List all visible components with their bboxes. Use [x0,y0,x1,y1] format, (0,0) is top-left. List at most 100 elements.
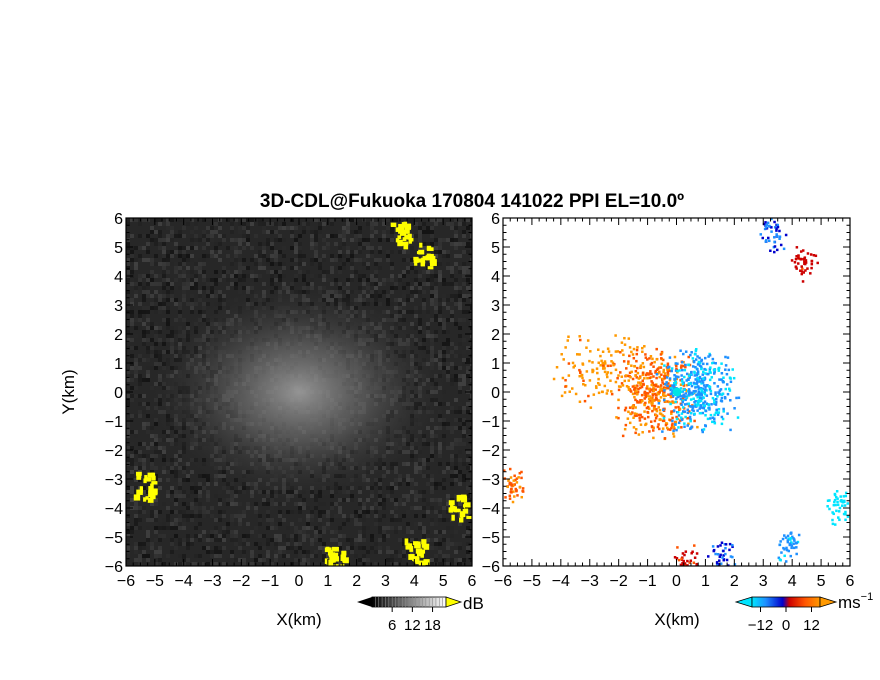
noise-cell [154,530,158,534]
velocity-cell [649,376,653,379]
noise-cell [158,546,162,550]
noise-cell [446,254,450,258]
noise-cell [434,530,438,534]
noise-cell [450,274,454,278]
noise-cell [318,222,322,226]
noise-cell [390,498,394,502]
noise-cell [190,254,194,258]
noise-cell [438,314,442,318]
noise-cell [234,490,238,494]
noise-cell [434,490,438,494]
noise-cell [310,274,314,278]
noise-cell [386,562,390,566]
noise-cell [410,538,414,542]
noise-cell [126,522,130,526]
noise-cell [230,262,234,266]
noise-cell [126,534,130,538]
noise-cell [126,398,130,402]
noise-cell [410,290,414,294]
noise-cell [294,278,298,282]
noise-cell [194,498,198,502]
velocity-cell [644,373,648,377]
noise-cell [154,334,158,338]
noise-cell [370,490,374,494]
noise-cell [366,550,370,554]
velocity-cell [714,393,717,396]
noise-cell [126,326,130,330]
noise-cell [134,258,138,262]
noise-cell [274,254,278,258]
noise-cell [150,426,154,430]
strong-echo-cell [415,548,423,554]
noise-cell [402,546,406,550]
velocity-cell [665,376,669,379]
noise-cell [350,278,354,282]
noise-cell [294,258,298,262]
velocity-cell [698,395,701,398]
noise-cell [206,294,210,298]
noise-cell [278,250,282,254]
noise-cell [258,266,262,270]
noise-cell [154,218,158,222]
strong-echo-cell [398,223,405,230]
noise-cell [390,262,394,266]
noise-cell [202,486,206,490]
noise-cell [254,558,258,562]
noise-cell [170,250,174,254]
noise-cell [390,486,394,490]
noise-cell [422,514,426,518]
noise-cell [382,498,386,502]
noise-cell [470,338,472,342]
noise-cell [442,250,446,254]
noise-cell [442,278,446,282]
noise-cell [466,462,470,466]
velocity-cell [688,404,692,408]
velocity-cell [658,375,661,379]
velocity-cell [646,376,649,380]
noise-cell [458,366,462,370]
velocity-cell [657,406,660,409]
noise-cell [226,286,230,290]
noise-cell [134,366,138,370]
noise-cell [198,534,202,538]
noise-cell [386,494,390,498]
x-tick-label: 3 [381,573,390,590]
velocity-cell [674,362,678,365]
noise-cell [186,494,190,498]
noise-cell [410,486,414,490]
strong-echo-cell [408,239,412,244]
noise-cell [174,270,178,274]
noise-cell [406,258,410,262]
noise-cell [142,462,146,466]
noise-cell [142,550,146,554]
noise-cell [342,218,346,222]
velocity-cell [662,408,665,412]
noise-cell [454,530,458,534]
noise-cell [402,258,406,262]
noise-cell [450,318,454,322]
strong-echo-cell [146,477,152,482]
noise-cell [370,254,374,258]
noise-cell [434,282,438,286]
velocity-cell [625,367,628,370]
noise-cell [282,262,286,266]
noise-cell [454,242,458,246]
noise-cell [434,254,438,258]
noise-cell [438,538,442,542]
noise-cell [450,382,454,386]
noise-cell [190,518,194,522]
noise-cell [466,230,470,234]
noise-cell [162,222,166,226]
noise-cell [214,530,218,534]
velocity-cell [692,405,695,408]
noise-cell [350,498,354,502]
noise-cell [246,242,250,246]
noise-cell [446,466,450,470]
noise-cell [170,218,174,222]
velocity-cell [687,363,690,367]
noise-cell [186,534,190,538]
noise-cell [390,230,394,234]
velocity-cell [737,396,741,400]
velocity-cell [699,406,702,409]
